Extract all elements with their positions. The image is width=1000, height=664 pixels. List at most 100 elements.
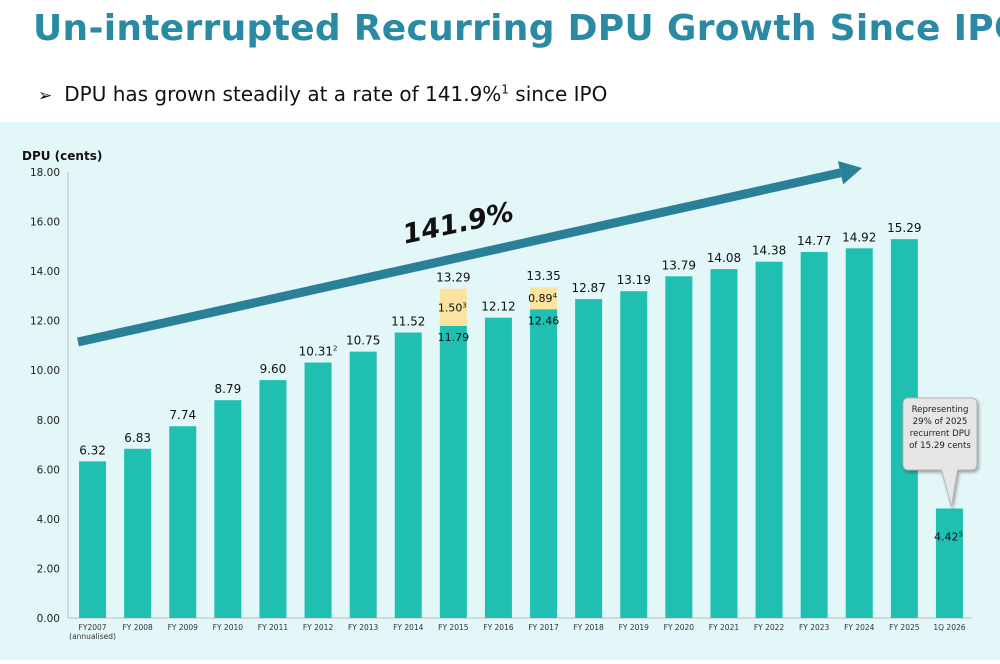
y-tick-label: 10.00 [30,365,60,377]
bar-value-footnote: 2 [333,345,337,353]
bar-fy-2009 [169,426,197,618]
bar-fy-2019 [620,291,648,618]
bullet-footnote: 1 [501,82,509,97]
y-tick-label: 14.00 [30,266,60,278]
x-tick-sublabel: (annualised) [69,632,116,641]
y-axis: 0.00 2.00 4.00 6.00 8.00 10.00 12.00 14.00 16.00… [30,167,972,625]
bar-fy-2014 [394,332,422,618]
callout-line: 29% of 2025 [913,417,968,427]
bar-fy-2016 [484,317,512,618]
bar-value-label: 10.75 [346,334,380,348]
bar-value-label: 4.425 [934,530,963,543]
x-tick-label: FY 2018 [573,623,604,632]
bars-group [79,239,963,619]
x-tick-label: FY 2021 [709,623,740,632]
y-tick-label: 4.00 [37,514,60,526]
x-tick-label: FY 2015 [438,623,469,632]
special-value-footnote: 4 [553,292,558,300]
bar-fy-2023 [800,252,828,618]
bar-value-label: 10.312 [299,345,338,359]
x-tick-label: FY 2020 [664,623,695,632]
base-value-label: 12.46 [528,314,560,327]
callout-line: of 15.29 cents [909,441,971,451]
bar-fy-2020 [665,276,693,618]
bar-value-label: 13.19 [617,273,651,287]
growth-arrow-head [837,161,862,185]
bar-special-fy-2017 [530,287,558,310]
x-tick-label: FY 2025 [889,623,920,632]
bar-value-label: 9.60 [260,362,287,376]
x-tick-label: FY 2009 [168,623,199,632]
x-tick-label: FY 2017 [528,623,559,632]
bar-value-label: 13.35 [526,269,560,283]
x-tick-label: FY 2013 [348,623,379,632]
bar-fy-2017 [530,309,558,618]
y-tick-label: 16.00 [30,217,60,229]
callout-shape [902,397,978,507]
x-tick-label: FY 2023 [799,623,830,632]
bar-value-label: 8.79 [214,382,241,396]
x-tick-label: FY 2008 [122,623,153,632]
y-tick-label: 8.00 [37,415,60,427]
bar-fy2007 [79,461,107,618]
bar-special-fy-2015 [439,288,467,326]
bar-value-label: 14.77 [797,234,831,248]
bar-value-label: 14.08 [707,251,741,265]
x-tick-label: FY 2022 [754,623,785,632]
y-tick-label: 12.00 [30,316,60,328]
y-tick-label: 2.00 [37,563,60,575]
x-tick-label: FY2007 [79,623,107,632]
x-tick-label: FY 2012 [303,623,334,632]
x-tick-label: FY 2014 [393,623,424,632]
callout-bubble: Representing 29% of 2025 recurrent DPU of 1… [902,397,978,507]
bar-value-label: 15.29 [887,221,921,235]
y-axis-title: DPU (cents) [22,149,102,163]
bullet-text-suffix: since IPO [508,82,608,106]
chart-panel: DPU (cents) 0.00 2.00 4.00 6.00 8.00 10.00 12.… [0,122,1000,660]
bar-value-label: 13.79 [662,258,696,272]
bullet-text: DPU has grown steadily at a rate of 141.… [64,82,502,106]
bar-value-label: 14.92 [842,230,876,244]
base-value-label: 11.79 [438,331,470,344]
bar-fy-2008 [124,448,152,618]
x-axis-labels: FY2007(annualised) FY 2008 FY 2009 FY 2010 F… [69,623,966,641]
bar-value-label: 14.38 [752,244,786,258]
bar-value-label: 13.29 [436,271,470,285]
special-value-label: 0.894 [528,292,558,305]
bar-value-label: 12.87 [571,281,605,295]
x-tick-label: 1Q 2026 [933,623,965,632]
bar-value-footnote: 5 [958,530,962,538]
bar-fy-2024 [845,248,873,618]
x-tick-label: FY 2011 [258,623,289,632]
bar-value-label: 7.74 [169,408,196,422]
bar-fy-2015 [439,325,467,618]
bar-fy-2022 [755,261,783,618]
special-value-footnote: 3 [462,301,466,309]
bar-fy-2011 [259,380,287,618]
bar-value-label: 12.12 [481,300,515,314]
y-tick-label: 0.00 [37,613,60,625]
growth-arrow-shaft [77,168,842,347]
bar-value-label: 6.83 [124,431,151,445]
bar-value-label: 11.52 [391,315,425,329]
bullet-arrow-icon: ➢ [38,86,53,106]
bar-fy-2010 [214,400,242,618]
y-tick-label: 6.00 [37,464,60,476]
bar-fy-2018 [575,299,603,618]
x-tick-label: FY 2010 [213,623,244,632]
dpu-bar-chart: DPU (cents) 0.00 2.00 4.00 6.00 8.00 10.00 12.… [22,149,978,641]
bar-value-label: 6.32 [79,443,106,457]
bar-fy-2012 [304,362,332,618]
callout-line: recurrent DPU [910,429,970,439]
callout-line: Representing [912,405,969,415]
bar-labels-group: 6.32 6.83 7.74 8.79 9.60 10.312 10.75 11.52 13.2… [79,221,963,543]
x-tick-label: FY 2016 [483,623,514,632]
bar-1q-2026 [935,508,963,618]
bar-fy-2013 [349,351,377,618]
x-tick-label: FY 2019 [619,623,650,632]
special-value-label: 1.503 [438,301,467,314]
page-title: Un-interrupted Recurring DPU Growth Sinc… [33,8,1000,49]
y-tick-label: 18.00 [30,167,60,179]
x-tick-label: FY 2024 [844,623,875,632]
bar-fy-2021 [710,269,738,618]
